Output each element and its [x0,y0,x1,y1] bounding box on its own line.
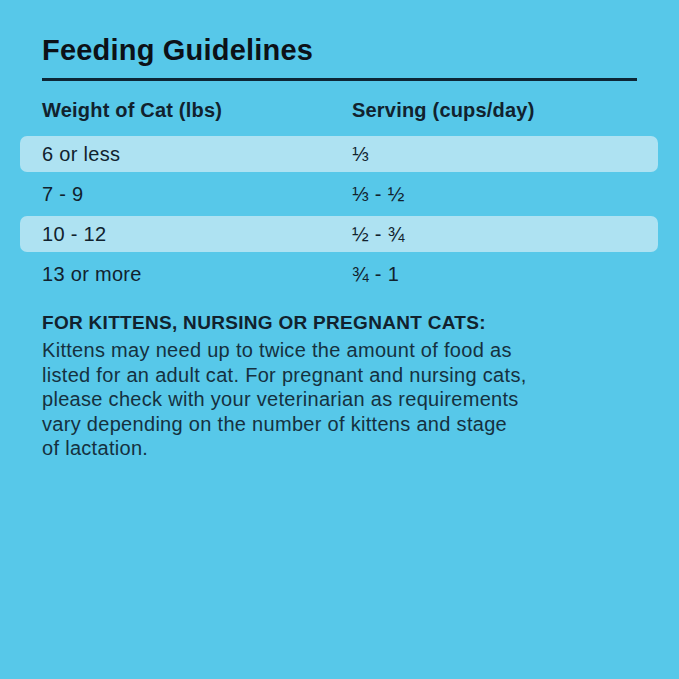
table-row: 7 - 9 ⅓ - ½ [20,176,658,212]
title-divider [42,78,637,81]
feeding-table: 6 or less ⅓ 7 - 9 ⅓ - ½ 10 - 12 ½ - ¾ 13… [20,136,658,292]
table-row: 13 or more ¾ - 1 [20,256,658,292]
kittens-note-body: Kittens may need up to twice the amount … [42,338,637,461]
serving-cell: ¾ - 1 [352,262,658,286]
page-title: Feeding Guidelines [42,34,637,66]
feeding-guidelines-panel: Feeding Guidelines Weight of Cat (lbs) S… [0,0,679,679]
weight-cell: 10 - 12 [42,222,352,246]
weight-cell: 6 or less [42,142,352,166]
weight-cell: 13 or more [42,262,352,286]
table-row: 10 - 12 ½ - ¾ [20,216,658,252]
column-header-serving: Serving (cups/day) [352,98,637,122]
column-header-weight: Weight of Cat (lbs) [42,98,352,122]
serving-cell: ⅓ [352,142,658,166]
serving-cell: ⅓ - ½ [352,182,658,206]
kittens-note-heading: FOR KITTENS, NURSING OR PREGNANT CATS: [42,310,637,336]
weight-cell: 7 - 9 [42,182,352,206]
serving-cell: ½ - ¾ [352,222,658,246]
table-header-row: Weight of Cat (lbs) Serving (cups/day) [42,98,637,122]
table-row: 6 or less ⅓ [20,136,658,172]
